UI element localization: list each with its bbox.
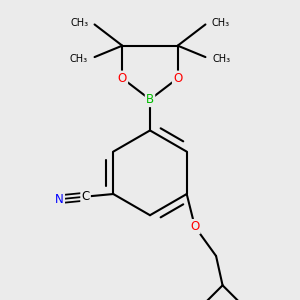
Text: O: O [118, 72, 127, 85]
Text: CH₃: CH₃ [71, 18, 89, 28]
Text: C: C [81, 190, 90, 203]
Text: O: O [190, 220, 200, 233]
Text: CH₃: CH₃ [211, 18, 229, 28]
Text: B: B [146, 93, 154, 106]
Text: O: O [173, 72, 182, 85]
Text: N: N [55, 193, 64, 206]
Text: CH₃: CH₃ [212, 54, 230, 64]
Text: CH₃: CH₃ [70, 54, 88, 64]
